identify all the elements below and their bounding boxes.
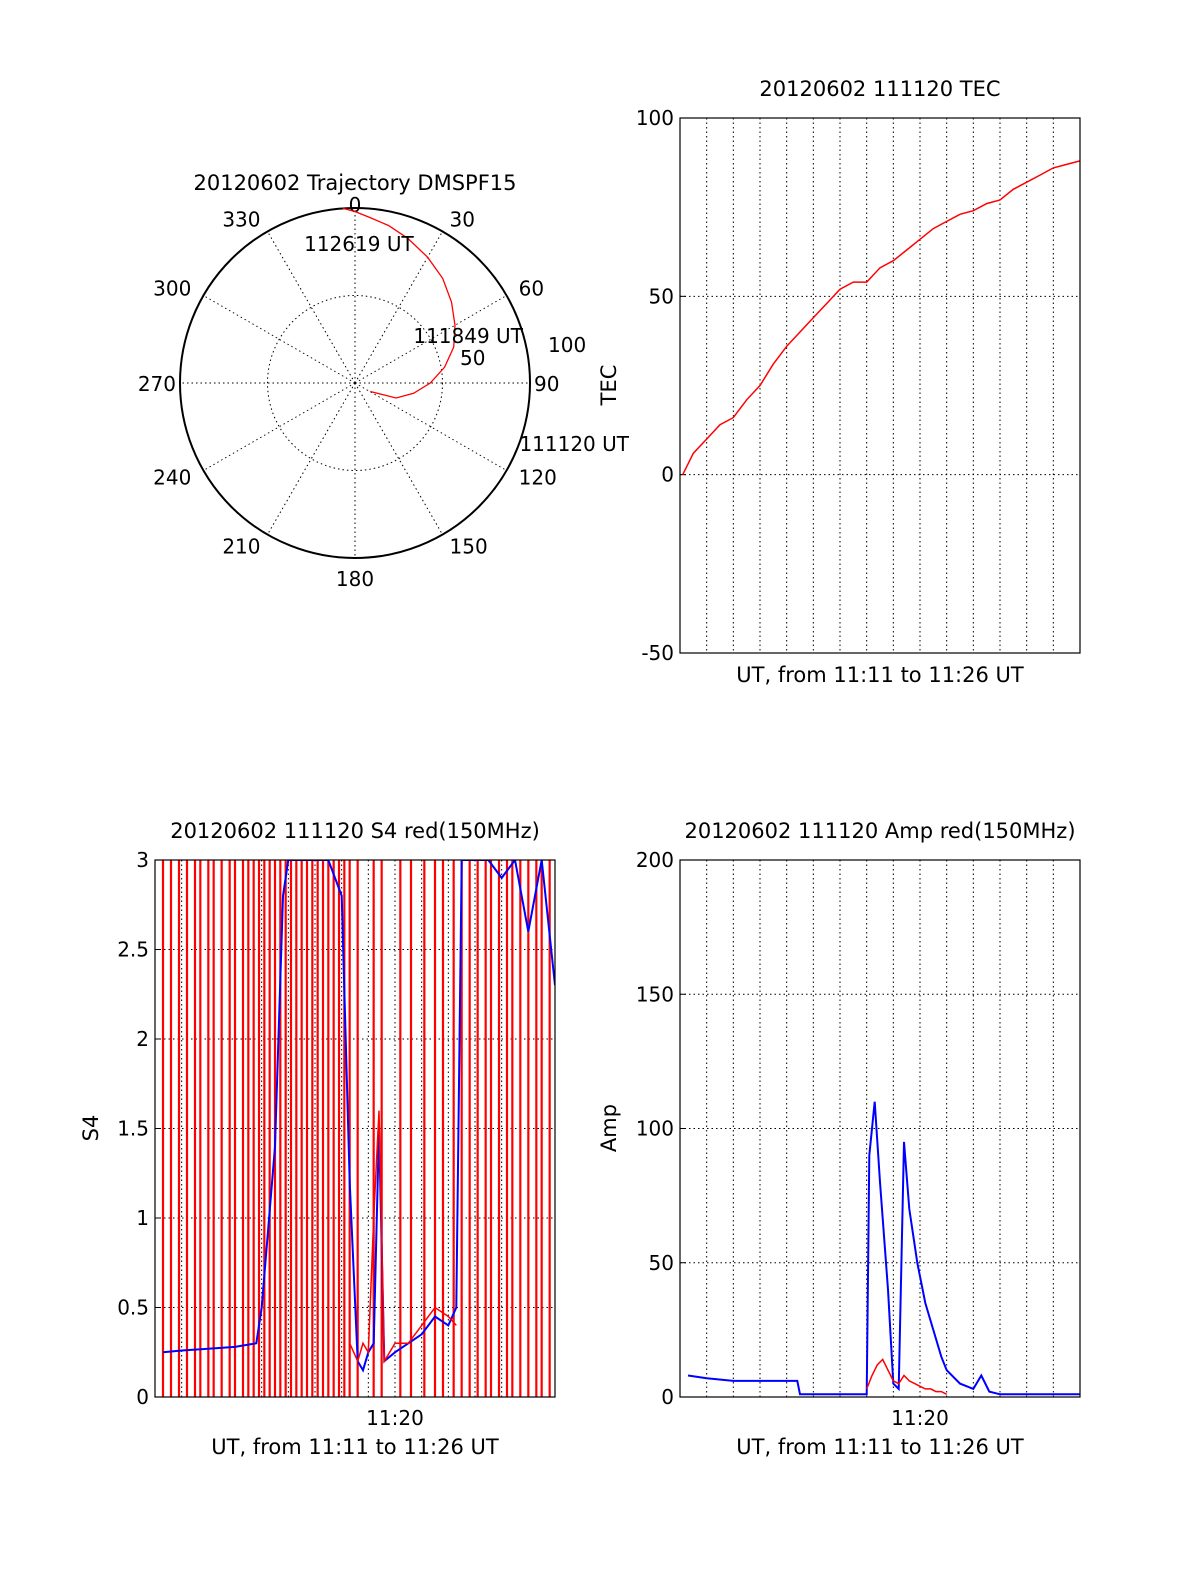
polar-azimuth-label: 270 [138, 372, 176, 396]
trajectory-series-line [342, 207, 456, 399]
y-tick-label: 50 [649, 284, 674, 308]
polar-azimuth-label: 120 [519, 466, 557, 490]
tec-title: 20120602 111120 TEC [759, 77, 1000, 101]
polar-spoke [203, 382, 356, 471]
trajectory-time-annotation: 112619 UT [304, 232, 414, 256]
y-tick-label: 0.5 [117, 1296, 149, 1320]
y-tick-label: 2.5 [117, 938, 149, 962]
s4-title: 20120602 111120 S4 red(150MHz) [170, 819, 540, 843]
polar-azimuth-label: 30 [450, 207, 475, 231]
x-tick-label: 11:20 [366, 1406, 424, 1430]
polar-azimuth-label: 180 [336, 567, 374, 591]
s4-chart: 20120602 111120 S4 red(150MHz) UT, from … [79, 819, 556, 1459]
y-tick-label: -50 [641, 641, 674, 665]
y-tick-label: 2 [136, 1027, 149, 1051]
y-tick-label: 150 [636, 982, 674, 1006]
amp-ylabel: Amp [597, 1104, 621, 1152]
red-series-line [349, 1110, 457, 1364]
trajectory-time-annotation: 111849 UT [413, 324, 523, 348]
y-tick-label: 200 [636, 848, 674, 872]
tec-chart: 20120602 111120 TEC UT, from 11:11 to 11… [597, 77, 1081, 687]
tec-ylabel: TEC [597, 365, 621, 407]
blue-series-line [687, 1101, 1080, 1396]
polar-azimuth-label: 240 [153, 466, 191, 490]
y-tick-label: 1.5 [117, 1117, 149, 1141]
amp-xlabel: UT, from 11:11 to 11:26 UT [736, 1435, 1024, 1459]
polar-inner-ring [267, 295, 443, 471]
plot-frame [679, 859, 1081, 1398]
polar-azimuth-label: 330 [222, 207, 260, 231]
polar-azimuth-label: 90 [534, 372, 559, 396]
plot-frame [679, 117, 1081, 654]
polar-azimuth-label: 60 [519, 277, 544, 301]
trajectory-polar-plot: 20120602 Trajectory DMSPF15 030609012015… [138, 171, 630, 591]
y-tick-label: 100 [636, 1117, 674, 1141]
polar-azimuth-label: 210 [222, 535, 260, 559]
y-tick-label: 0 [661, 1385, 674, 1409]
polar-outer-ring [179, 207, 531, 559]
red-series-line [682, 160, 1080, 476]
polar-azimuth-label: 150 [450, 535, 488, 559]
x-tick-label: 11:20 [891, 1406, 949, 1430]
plot-frame [154, 859, 556, 1398]
amp-chart: 20120602 111120 Amp red(150MHz) UT, from… [597, 819, 1081, 1459]
y-tick-label: 1 [136, 1206, 149, 1230]
trajectory-time-annotation: 111120 UT [519, 432, 629, 456]
blue-series-line [162, 860, 555, 1373]
polar-azimuth-label: 300 [153, 277, 191, 301]
s4-xlabel: UT, from 11:11 to 11:26 UT [211, 1435, 499, 1459]
s4-ylabel: S4 [79, 1115, 103, 1142]
red-series-line [866, 1358, 948, 1395]
y-tick-label: 0 [661, 463, 674, 487]
y-tick-label: 50 [649, 1251, 674, 1275]
y-tick-label: 0 [136, 1385, 149, 1409]
y-tick-label: 100 [636, 106, 674, 130]
polar-spoke [267, 382, 356, 535]
polar-radial-label: 50 [460, 346, 485, 370]
tec-xlabel: UT, from 11:11 to 11:26 UT [736, 663, 1024, 687]
trajectory-title: 20120602 Trajectory DMSPF15 [193, 171, 516, 195]
y-tick-label: 3 [136, 848, 149, 872]
amp-title: 20120602 111120 Amp red(150MHz) [684, 819, 1075, 843]
polar-radial-label: 100 [548, 333, 586, 357]
